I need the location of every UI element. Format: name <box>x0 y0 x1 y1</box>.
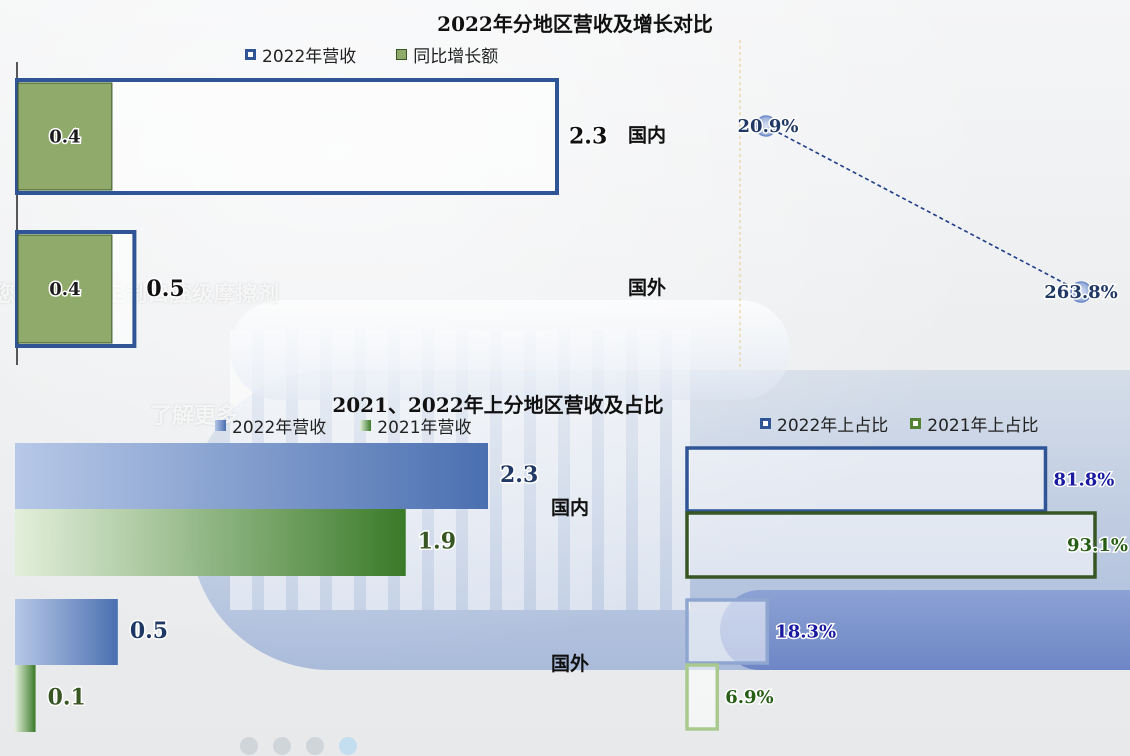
bar-label-2021-revenue: 0.1 <box>48 685 86 711</box>
chart1-legend: 2022年营收 同比增长额 <box>245 42 498 67</box>
growth-rate-label: 263.8% <box>1044 282 1117 303</box>
legend-swatch-2022-revenue <box>245 49 256 60</box>
bar-label-2022-revenue: 2.3 <box>569 124 607 150</box>
bar-label-2021-share: 6.9% <box>725 687 773 708</box>
legend-swatch-2022-revenue <box>215 420 226 431</box>
bar-2021-revenue <box>15 665 36 732</box>
bar-label-2022-revenue: 2.3 <box>500 462 538 488</box>
bar-yoy-growth <box>17 234 113 344</box>
bar-label-2022-share: 18.3% <box>775 622 836 643</box>
bar-yoy-growth <box>17 82 113 191</box>
category-label: 国外 <box>628 276 666 299</box>
bar-2021-revenue <box>15 509 406 576</box>
bar-label-2022-share: 81.8% <box>1053 470 1114 491</box>
carousel-dot[interactable] <box>240 737 258 755</box>
chart2-legend: 2022年营收 2021年营收 <box>215 413 472 438</box>
bar-2022-share <box>685 598 769 665</box>
bar-label-yoy-growth: 0.4 <box>49 279 80 300</box>
legend-swatch-yoy-growth <box>396 49 408 60</box>
bar-label-yoy-growth: 0.4 <box>49 127 80 148</box>
bar-2021-share <box>685 663 719 731</box>
legend-label: 同比增长额 <box>413 47 499 67</box>
bar-label-2022-revenue: 0.5 <box>146 276 184 302</box>
growth-rate-label: 20.9% <box>738 116 799 137</box>
category-label: 国内 <box>628 124 666 147</box>
legend-swatch-2022-share <box>760 418 771 429</box>
carousel-dot[interactable] <box>273 737 291 755</box>
legend-label: 2022年营收 <box>232 418 327 438</box>
legend-label: 2021年上占比 <box>927 416 1039 436</box>
category-label: 国内 <box>551 496 589 519</box>
legend-label: 2022年上占比 <box>777 416 889 436</box>
chart1-title: 2022年分地区营收及增长对比 <box>437 12 713 36</box>
bar-label-2021-share: 93.1% <box>1067 535 1128 556</box>
carousel-dots <box>240 737 357 755</box>
legend-swatch-2021-share <box>910 418 922 429</box>
legend-label: 2021年营收 <box>377 418 472 438</box>
legend-swatch-2021-revenue <box>360 420 372 431</box>
bar-2022-revenue <box>15 443 488 509</box>
bar-2022-share <box>685 446 1048 513</box>
legend-label: 2022年营收 <box>262 47 357 67</box>
bar-2021-share <box>685 511 1097 579</box>
bar-label-2021-revenue: 1.9 <box>418 529 456 555</box>
growth-rate-line <box>765 125 1082 293</box>
growth-rate-marker <box>755 115 777 137</box>
chart2-title: 2021、2022年上分地区营收及占比 <box>332 393 664 417</box>
bar-2022-revenue <box>15 599 118 665</box>
growth-rate-marker <box>1070 281 1092 303</box>
category-label: 国外 <box>551 652 589 675</box>
carousel-dot[interactable] <box>306 737 324 755</box>
carousel-dot-active[interactable] <box>339 737 357 755</box>
bar-label-2022-revenue: 0.5 <box>130 618 168 644</box>
chart3-legend: 2022年上占比 2021年上占比 <box>760 411 1039 436</box>
